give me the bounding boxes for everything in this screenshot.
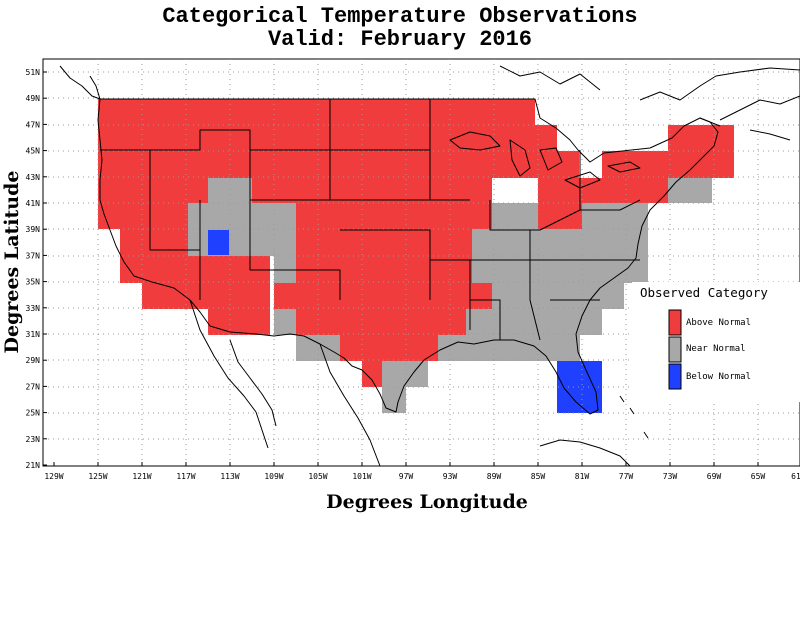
y-axis-title: Degrees Latitude <box>1 171 23 354</box>
lat-tick-label: 33N <box>26 304 41 313</box>
legend-label-above: Above Normal <box>686 318 751 328</box>
lat-tick-label: 31N <box>26 330 41 339</box>
cell-near-normal <box>296 335 340 361</box>
x-axis-title: Degrees Longitude <box>326 491 528 513</box>
cell-near-normal <box>188 203 296 256</box>
latitude-ticks: 51N 49N 47N 45N 43N 41N 39N 37N 35N 33N 31N 29N 27N 2… <box>26 68 47 470</box>
mexico-coast <box>189 299 381 467</box>
state-borders <box>100 99 641 341</box>
lat-tick-label: 47N <box>26 120 41 129</box>
lon-tick-label: 77W <box>619 472 634 481</box>
lon-tick-label: 65W <box>751 472 766 481</box>
bahamas-islands <box>619 395 649 439</box>
legend: Observed Category Above Normal Near Norm… <box>632 282 800 402</box>
cell-above-normal <box>557 151 579 178</box>
lon-tick-label: 113W <box>220 472 239 481</box>
lon-tick-label: 69W <box>707 472 722 481</box>
lon-tick-label: 117W <box>176 472 195 481</box>
cell-above-normal <box>668 125 734 178</box>
lat-tick-label: 51N <box>26 68 41 77</box>
lat-tick-label: 45N <box>26 147 41 156</box>
lat-tick-label: 37N <box>26 251 41 260</box>
legend-label-near: Near Normal <box>686 344 746 354</box>
cell-above-normal <box>472 283 492 309</box>
cell-near-normal <box>492 283 624 309</box>
longitude-ticks: 129W 125W 121W 117W 113W 109W 105W 101W 97W 93W 89… <box>44 462 800 481</box>
cell-near-normal <box>492 203 538 229</box>
cell-above-normal <box>472 178 492 229</box>
lon-tick-label: 61 <box>791 472 800 481</box>
lon-tick-label: 73W <box>663 472 678 481</box>
cell-near-normal <box>208 178 252 203</box>
cell-below-normal <box>208 230 229 255</box>
lat-tick-label: 43N <box>26 173 41 182</box>
cell-near-normal <box>582 203 648 229</box>
plot-frame <box>42 58 800 467</box>
us-outline <box>97 98 719 415</box>
cell-near-normal <box>274 309 296 335</box>
legend-swatch-near <box>668 336 682 363</box>
legend-swatch-above <box>668 309 682 336</box>
cell-above-normal <box>362 361 382 387</box>
lat-tick-label: 35N <box>26 278 41 287</box>
chart-subtitle: Valid: February 2016 <box>267 27 533 52</box>
cell-above-normal <box>602 178 668 203</box>
cell-above-normal <box>580 178 602 203</box>
legend-title: Observed Category <box>640 285 768 300</box>
category-cells <box>98 99 734 413</box>
legend-label-below: Below Normal <box>686 372 751 382</box>
cell-near-normal <box>438 335 580 361</box>
lon-tick-label: 101W <box>352 472 371 481</box>
cell-near-normal <box>382 361 428 387</box>
lon-tick-label: 81W <box>575 472 590 481</box>
cell-near-normal <box>668 178 712 203</box>
lon-tick-label: 89W <box>487 472 502 481</box>
cell-above-normal <box>274 283 472 309</box>
lat-tick-label: 21N <box>26 461 41 470</box>
lon-tick-label: 109W <box>264 472 283 481</box>
cell-above-normal <box>142 283 270 309</box>
lon-tick-label: 85W <box>531 472 546 481</box>
lon-tick-label: 121W <box>132 472 151 481</box>
legend-background <box>632 282 800 402</box>
coastline-outline <box>59 65 800 467</box>
cell-above-normal <box>535 125 557 178</box>
lon-tick-label: 129W <box>44 472 63 481</box>
lon-tick-label: 105W <box>308 472 327 481</box>
lat-tick-label: 23N <box>26 435 41 444</box>
lon-tick-label: 97W <box>399 472 414 481</box>
chart-title: Categorical Temperature Observations <box>162 4 638 29</box>
cuba-island <box>539 439 631 467</box>
lat-tick-label: 39N <box>26 225 41 234</box>
cell-above-normal <box>98 99 535 178</box>
cell-near-normal <box>466 309 602 335</box>
lat-tick-label: 27N <box>26 382 41 391</box>
lat-tick-label: 29N <box>26 356 41 365</box>
lat-tick-label: 41N <box>26 199 41 208</box>
cell-above-normal <box>340 335 438 361</box>
legend-swatch-below <box>668 363 682 390</box>
lon-tick-label: 125W <box>88 472 107 481</box>
cell-above-normal <box>208 309 270 335</box>
cell-below-normal <box>557 361 602 413</box>
lat-tick-label: 25N <box>26 409 41 418</box>
cell-above-normal <box>296 309 466 335</box>
lon-tick-label: 93W <box>443 472 458 481</box>
canada-coast <box>59 65 800 141</box>
great-lakes <box>449 131 641 189</box>
lat-tick-label: 49N <box>26 94 41 103</box>
